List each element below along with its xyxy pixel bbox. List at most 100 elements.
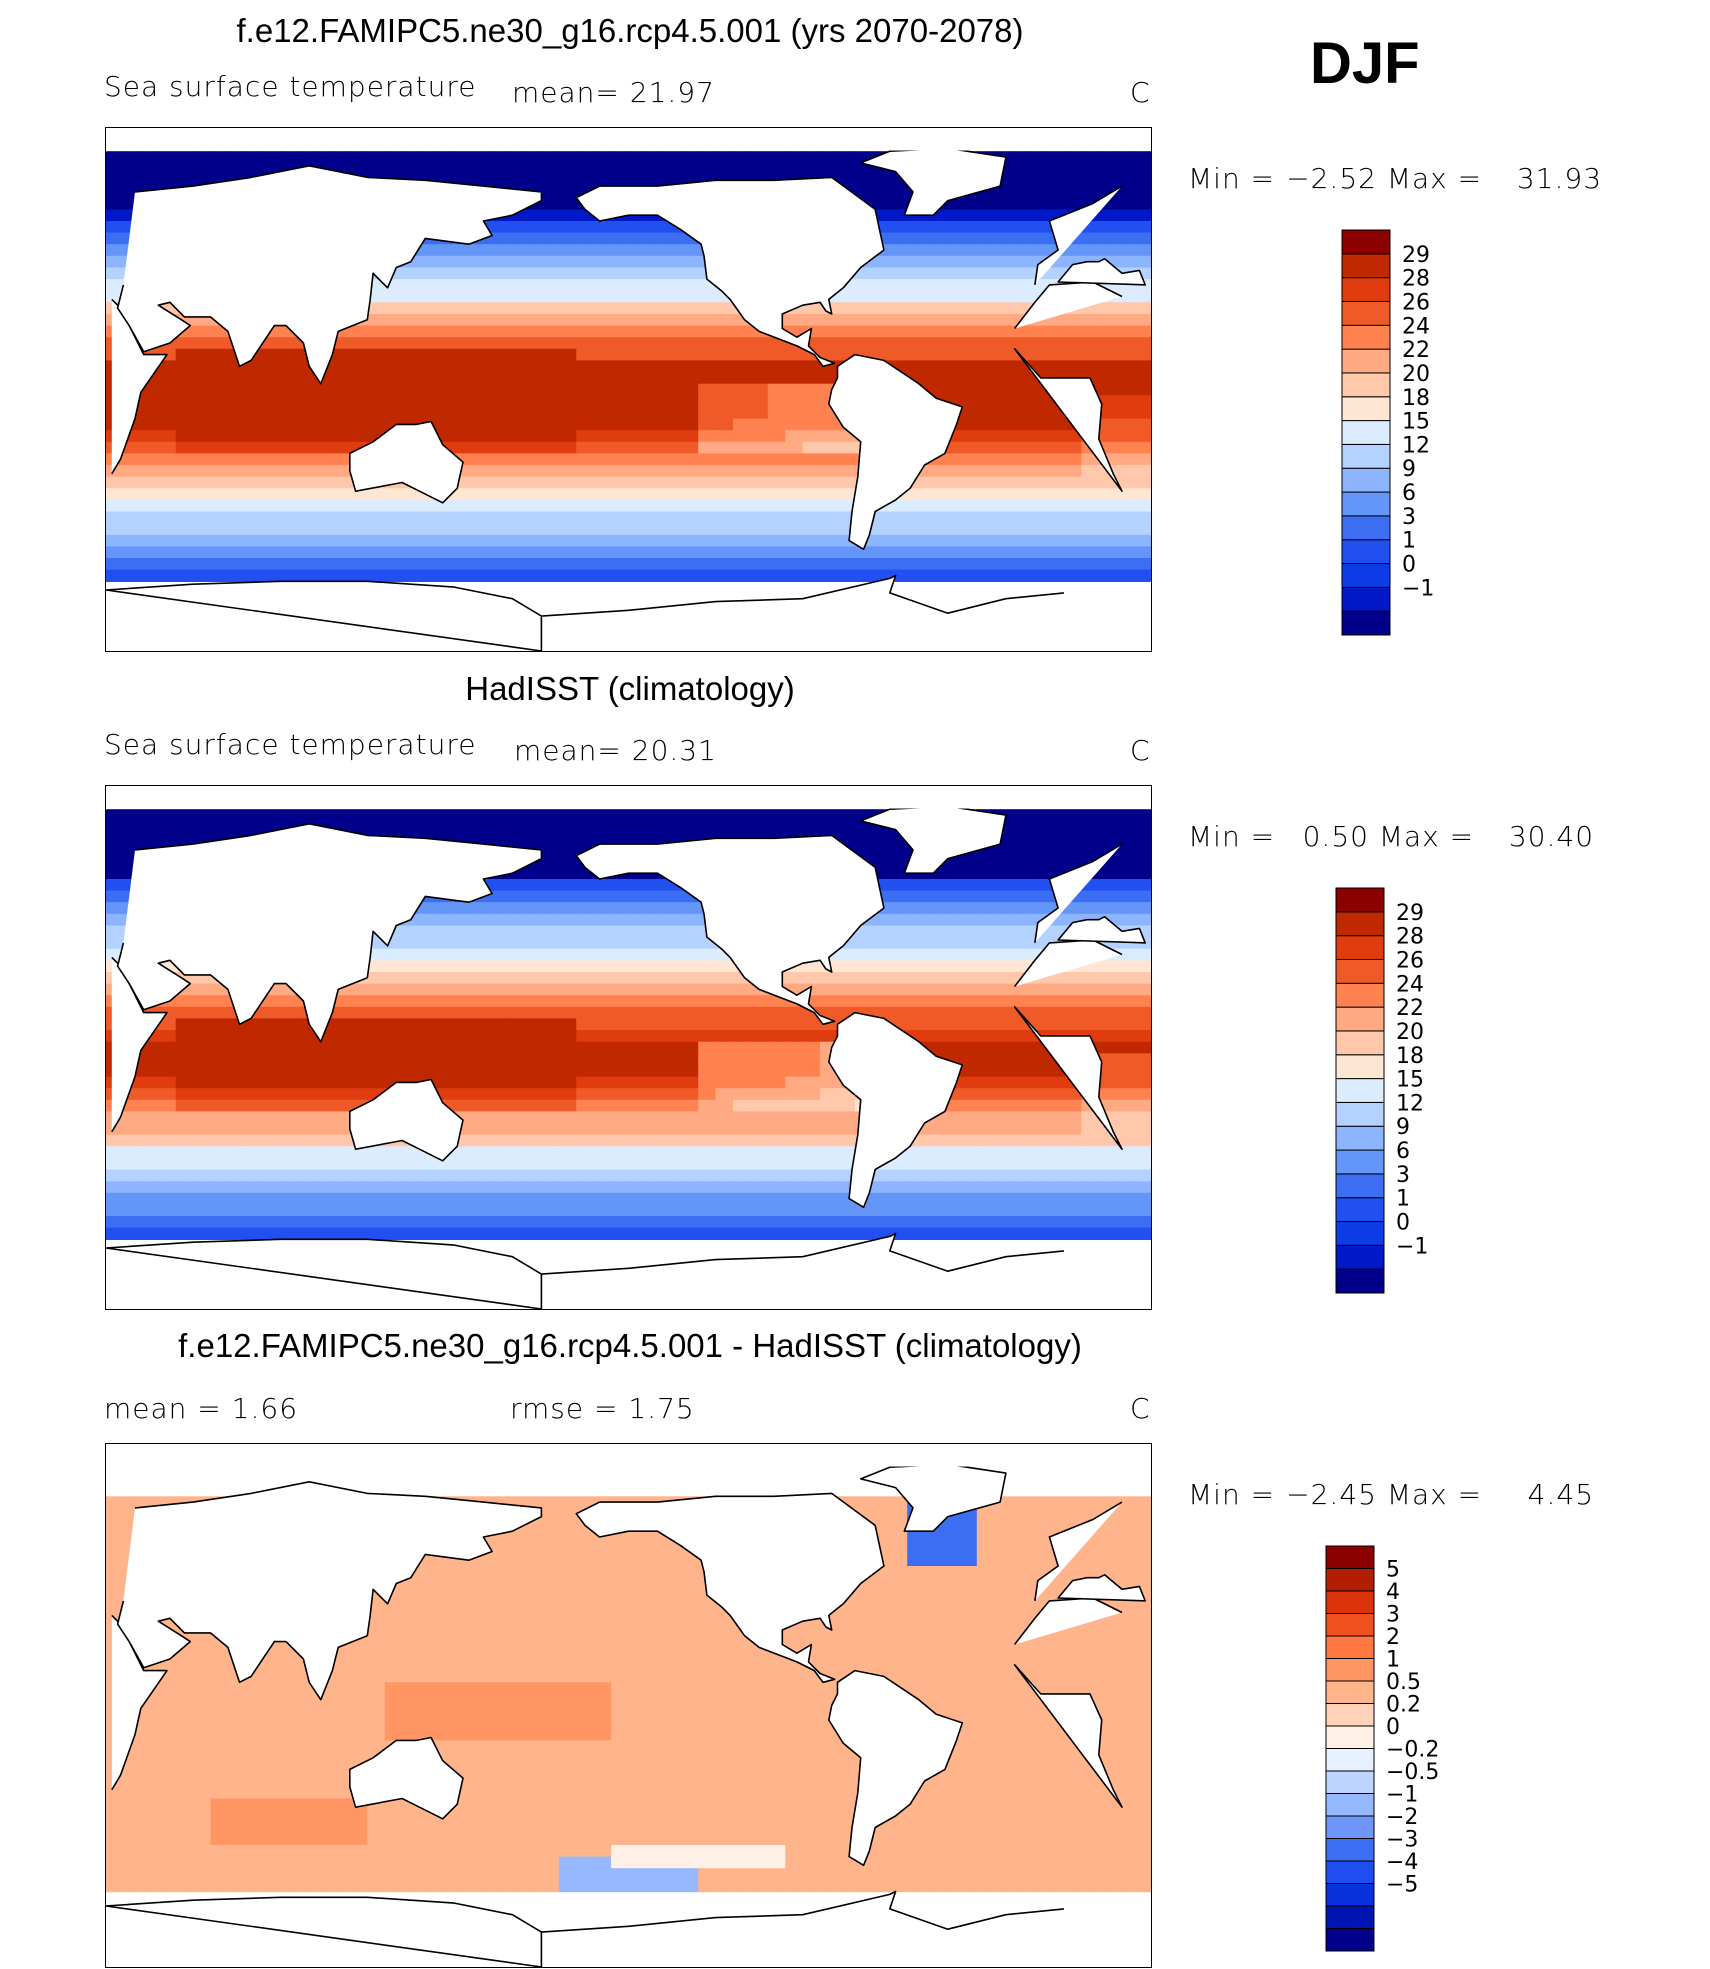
colorbar-swatch [1341,539,1391,565]
colorbar-tick-label: −1 [1386,1783,1418,1808]
colorbar-tick-label: 24 [1396,972,1424,997]
colorbar-tick-label: 24 [1402,314,1430,339]
colorbar-tick-label: −4 [1386,1850,1418,1875]
colorbar-swatch [1325,1793,1375,1817]
colorbar-swatch [1325,1838,1375,1862]
continent-europeAsia [116,165,1146,385]
colorbar-swatch [1325,1635,1375,1659]
colorbar-swatch [1335,1173,1385,1199]
colorbar-tick-label: 18 [1402,386,1430,411]
colorbar-tick-label: 29 [1402,243,1430,268]
panel3-max-label: Max = [1386,1478,1483,1511]
colorbar-swatch [1341,563,1391,588]
colorbar-swatch [1325,1545,1375,1569]
colorbar-swatch [1335,911,1385,937]
panel3-units: C [1130,1392,1151,1425]
panel3-min-label: Min = [1188,1478,1276,1511]
colorbar-tick-label: 26 [1396,948,1424,973]
continent-europeAsia [116,823,1146,1043]
colorbar-swatch [1341,491,1391,517]
colorbar-tick-label: 28 [1396,925,1424,950]
colorbar-tick-label: 28 [1402,267,1430,292]
continent-northAmerica [575,176,885,368]
colorbar-tick-label: 9 [1396,1115,1410,1140]
continent-antarctica [106,574,1064,651]
colorbar-tick-label: −5 [1386,1873,1418,1898]
panel2-map [105,785,1152,1310]
panel2-min-value: 0.50 [1302,820,1369,853]
colorbar-swatch [1325,1613,1375,1637]
colorbar-tick-label: −0.2 [1386,1738,1439,1763]
panel1-min-value: −2.52 [1286,162,1377,195]
colorbar-tick-label: 12 [1402,433,1430,458]
colorbar-swatch [1335,1221,1385,1246]
colorbar-swatch [1325,1770,1375,1794]
colorbar-tick-label: 3 [1386,1603,1400,1628]
continent-australia [349,420,464,504]
colorbar-swatch [1341,396,1391,422]
colorbar-swatch [1335,958,1385,984]
panel3-minmax: Min = −2.45 Max = 4.45 [1188,1478,1594,1511]
panel3-map [105,1443,1152,1968]
colorbar-tick-label: 0 [1402,553,1416,578]
continent-southAmerica [828,1669,964,1867]
colorbar-swatch [1341,229,1391,255]
colorbar-tick-label: 6 [1396,1139,1410,1164]
colorbar-swatch [1341,300,1391,326]
colorbar-swatch [1335,1125,1385,1151]
colorbar-tick-label: 3 [1396,1163,1410,1188]
colorbar-swatch [1325,1658,1375,1682]
colorbar-swatch [1341,420,1391,445]
colorbar-swatch [1335,1244,1385,1270]
colorbar-swatch [1341,277,1391,302]
colorbar-tick-label: 9 [1402,457,1416,482]
continent-northAmerica [575,1492,885,1684]
colorbar-tick-label: 1 [1396,1187,1410,1212]
colorbar-tick-label: 1 [1386,1648,1400,1673]
panel1-minmax: Min = −2.52 Max = 31.93 [1188,162,1602,195]
sst-field [106,809,1151,1240]
colorbar-swatch [1325,1905,1375,1929]
arctic-mask [106,800,1151,809]
panel3-map-svg [106,1458,1151,1967]
colorbar-swatch [1335,887,1385,913]
panel3-colorbar: 5 4 3 2 1 0.5 0.2 0 −0.2 −0.5 −1 −2 −3 −4 −5 [1325,1544,1486,1958]
colorbar-swatch [1335,1054,1385,1080]
panel2-title: HadISST (climatology) [465,670,795,707]
panel1-map [105,127,1152,652]
panel1-units: C [1130,76,1151,109]
panel1-colorbar: 29 28 26 24 22 20 18 15 12 9 6 3 1 0 −1 [1341,228,1502,642]
colorbar-swatch [1325,1725,1375,1749]
panel2-minmax: Min = 0.50 Max = 30.40 [1188,820,1594,853]
colorbar-tick-label: 26 [1402,290,1430,315]
colorbar-swatch [1335,1006,1385,1032]
colorbar-swatch [1341,443,1391,469]
panel2-max-label: Max = [1378,820,1475,853]
colorbar-swatch [1325,1568,1375,1592]
colorbar-tick-label: 5 [1386,1558,1400,1583]
colorbar-swatch [1341,610,1391,636]
continent-northAmerica [575,834,885,1026]
season-label: DJF [1310,31,1420,96]
colorbar-tick-label: 4 [1386,1580,1400,1605]
panel1-map-svg [106,142,1151,651]
colorbar-tick-label: 22 [1396,996,1424,1021]
continent-southAmerica [828,1011,964,1209]
panel1-mean: mean= 21.97 [512,76,715,109]
colorbar-swatch [1341,586,1391,612]
colorbar-swatch [1341,372,1391,398]
colorbar-tick-label: 0.5 [1386,1670,1421,1695]
colorbar-tick-label: 29 [1396,901,1424,926]
panel1-min-label: Min = [1188,162,1276,195]
panel2-variable: Sea surface temperature [104,728,477,761]
continent-outlines [106,805,1146,1309]
continent-outlines [106,147,1146,651]
colorbar-swatch [1325,1928,1375,1952]
arctic-mask [106,1458,1151,1467]
colorbar-swatch [1335,982,1385,1008]
panel1-variable: Sea surface temperature [104,70,477,103]
colorbar-tick-label: 3 [1402,505,1416,530]
